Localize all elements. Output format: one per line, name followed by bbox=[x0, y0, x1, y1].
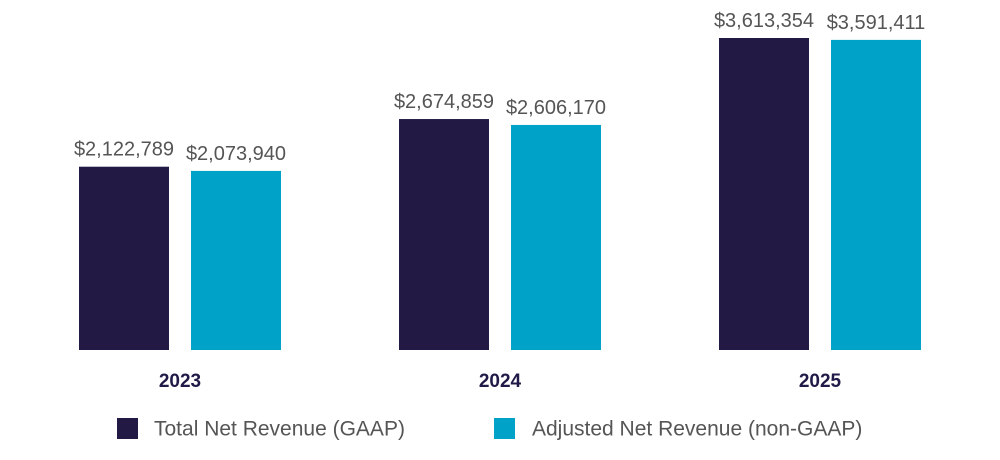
legend-label-non-gaap: Adjusted Net Revenue (non-GAAP) bbox=[532, 418, 862, 441]
legend: Total Net Revenue (GAAP) Adjusted Net Rev… bbox=[117, 418, 862, 441]
category-label-2024: 2024 bbox=[479, 371, 522, 392]
bar-non-gaap-2024 bbox=[511, 124, 601, 351]
bars-group bbox=[79, 38, 921, 351]
category-label-2023: 2023 bbox=[159, 371, 201, 392]
value-label-gaap-2025: $3,613,354 bbox=[714, 10, 814, 32]
value-label-gaap-2024: $2,674,859 bbox=[394, 91, 494, 113]
value-label-non-gaap-2025: $3,591,411 bbox=[827, 12, 926, 34]
category-labels-group: 2023 2024 2025 bbox=[159, 371, 842, 392]
value-label-gaap-2023: $2,122,789 bbox=[74, 139, 174, 161]
bar-gaap-2023 bbox=[79, 166, 169, 350]
bar-gaap-2024 bbox=[399, 119, 489, 350]
category-label-2025: 2025 bbox=[799, 371, 842, 392]
value-label-non-gaap-2024: $2,606,170 bbox=[506, 97, 606, 119]
legend-swatch-non-gaap bbox=[494, 418, 515, 439]
value-labels-group: $2,122,789 $2,073,940 $2,674,859 $2,606,170… bbox=[74, 10, 925, 165]
value-label-non-gaap-2023: $2,073,940 bbox=[186, 143, 286, 165]
bar-non-gaap-2023 bbox=[191, 170, 281, 350]
legend-label-gaap: Total Net Revenue (GAAP) bbox=[154, 418, 405, 441]
legend-swatch-gaap bbox=[117, 418, 138, 439]
bar-gaap-2025 bbox=[719, 38, 809, 350]
bar-non-gaap-2025 bbox=[831, 39, 921, 350]
